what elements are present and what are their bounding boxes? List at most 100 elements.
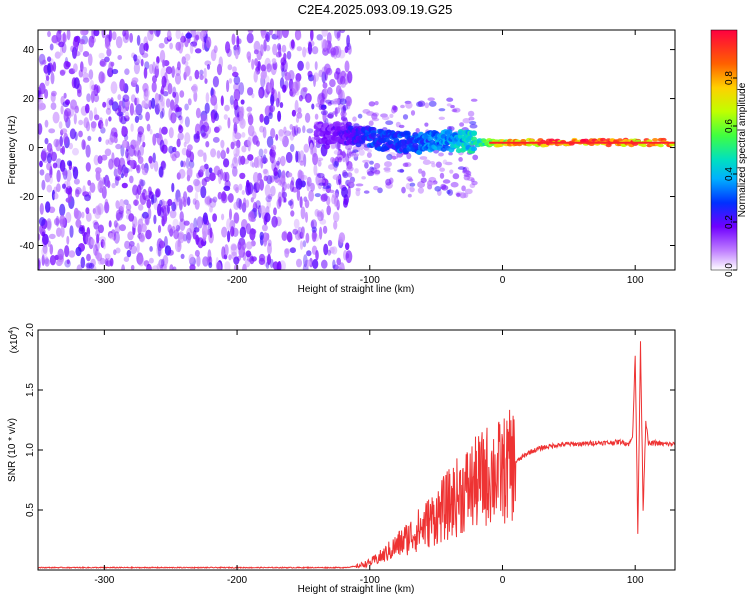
spectrogram-y-tick-label: 0: [28, 143, 34, 154]
snr-marks: [38, 341, 675, 570]
spectrogram-ridge-cell: [652, 138, 659, 142]
spectrogram-x-axis-label: Height of straight line (km): [298, 284, 415, 295]
spectrogram-noise-cell: [441, 185, 449, 191]
spectrogram-ridge-cell: [412, 143, 419, 148]
spectrogram-noise-cell: [449, 169, 454, 174]
spectrogram-noise-cell: [439, 172, 445, 179]
spectrogram-noise-cell: [385, 120, 394, 125]
spectrogram-ridge-cell: [657, 143, 664, 148]
spectrogram-noise-cell: [362, 109, 371, 114]
snr-y-tick-label: 1.5: [25, 383, 36, 397]
spectrogram-noise-cell: [438, 116, 445, 121]
colorbar-tick-label: 0.4: [724, 167, 735, 181]
spectrogram-noise-cell: [457, 166, 465, 170]
spectrogram-noise-cell: [390, 155, 399, 160]
snr-x-tick-label: -100: [360, 575, 380, 586]
spectrogram-x-tick-label: -200: [227, 275, 247, 286]
spectrogram-noise-cell: [369, 160, 374, 165]
spectrogram-noise-cell: [407, 193, 412, 198]
spectrogram-noise-cell: [419, 156, 428, 160]
snr-x-tick-label: -200: [227, 575, 247, 586]
spectrogram-ridge-cell: [416, 149, 423, 155]
spectrogram-noise-cell: [472, 154, 479, 161]
figure-title: C2E4.2025.093.09.19.G25: [298, 2, 453, 17]
spectrogram-noise-cell: [317, 160, 322, 167]
spectrogram-noise-cell: [431, 163, 436, 168]
spectrogram-noise-cell: [397, 169, 405, 173]
spectrogram-noise-cell: [321, 104, 327, 108]
spectrogram-noise-cell: [335, 107, 341, 114]
spectrogram-ridge-cell: [345, 121, 352, 127]
snr-multiplier-exponent: 4: [8, 330, 15, 334]
spectrogram-noise-cell: [415, 128, 420, 133]
spectrogram-noise-cell: [384, 169, 391, 173]
spectrogram-noise-cell: [410, 110, 416, 116]
snr-x-axis-label: Height of straight line (km): [298, 584, 415, 595]
spectrogram-noise-cell: [417, 100, 426, 107]
spectrogram-noise-cell: [342, 171, 349, 179]
spectrogram-noise-cell: [382, 127, 388, 131]
spectrogram-y-tick-label: 40: [23, 45, 35, 56]
spectrogram-noise-cell: [462, 169, 470, 174]
spectrogram-noise-cell: [463, 192, 469, 198]
spectrogram-noise-cell: [451, 108, 458, 113]
spectrogram-noise-cell: [462, 118, 471, 124]
snr-series-line: [38, 341, 675, 570]
spectrogram-noise-cell: [418, 168, 423, 174]
spectrogram-ridge-cell: [526, 142, 532, 147]
spectrogram-noise-cell: [367, 170, 375, 177]
spectrogram-noise-cell: [373, 185, 379, 191]
spectrogram-noise-cell: [450, 181, 459, 188]
spectrogram-noise-cell: [424, 122, 429, 127]
spectrogram-noise-cell: [459, 122, 465, 127]
spectrogram-noise-cell: [439, 167, 445, 172]
spectrogram-noise-cell: [421, 170, 426, 178]
spectrogram-noise-cell: [331, 192, 339, 199]
spectrogram-noise-cell: [400, 104, 405, 109]
spectrogram-noise-cell: [406, 176, 413, 181]
snr-y-tick-label: 2.0: [25, 323, 36, 337]
spectrogram-noise-cell: [435, 161, 442, 168]
spectrogram-noise-cell: [318, 179, 326, 184]
spectrogram-noise-cell: [428, 100, 437, 107]
spectrogram-noise-cell: [442, 179, 451, 184]
spectrogram-noise-cell: [458, 157, 463, 162]
spectrogram-noise-cell: [361, 176, 366, 180]
spectrogram-ridge-cell: [404, 130, 411, 136]
spectrogram-noise-cell: [367, 148, 372, 153]
spectrogram-noise-cell: [328, 164, 335, 170]
snr-y-tick-label: 0.5: [25, 503, 36, 517]
spectrogram-noise-cell: [386, 153, 393, 161]
spectrogram-noise-cell: [422, 159, 431, 165]
spectrogram-noise-cell: [320, 109, 328, 116]
spectrogram-noise-cell: [466, 176, 475, 181]
spectrogram-noise-cell: [468, 116, 475, 121]
spectrogram-noise-cell: [446, 97, 454, 102]
snr-background: [38, 330, 675, 570]
spectrogram-noise-cell: [398, 124, 405, 129]
spectrogram-ridge-cell: [600, 137, 606, 142]
spectrogram-x-tick-label: 100: [627, 275, 644, 286]
spectrogram-noise-cell: [364, 162, 369, 169]
spectrogram-noise-cell: [469, 123, 478, 129]
spectrogram-noise-cell: [405, 101, 413, 109]
spectrogram-y-tick-label: -40: [20, 241, 35, 252]
spectrogram-noise-cell: [326, 113, 334, 119]
spectrogram-ridge-cell: [446, 129, 453, 135]
spectrogram-x-ticks: -300 -200 -100 0 100: [94, 30, 644, 286]
snr-y-multiplier: (x104): [8, 327, 20, 354]
spectrogram-noise-cell: [317, 172, 325, 179]
spectrogram-noise-cell: [355, 183, 364, 187]
spectrogram-noise-cell: [362, 159, 371, 164]
spectrogram-noise-cell: [448, 152, 453, 156]
spectrogram-ridge-cell: [669, 142, 675, 147]
spectrogram-noise-cell: [333, 150, 341, 155]
spectrogram-noise-cell: [450, 104, 455, 109]
spectrogram-noise-cell: [438, 152, 444, 157]
spectrogram-noise-cell: [363, 190, 370, 194]
spectrogram-noise-cell: [452, 173, 460, 180]
spectrogram-noise-cell: [396, 152, 403, 158]
spectrogram-noise-cell: [316, 157, 324, 162]
spectrogram-noise-cell: [389, 113, 394, 118]
